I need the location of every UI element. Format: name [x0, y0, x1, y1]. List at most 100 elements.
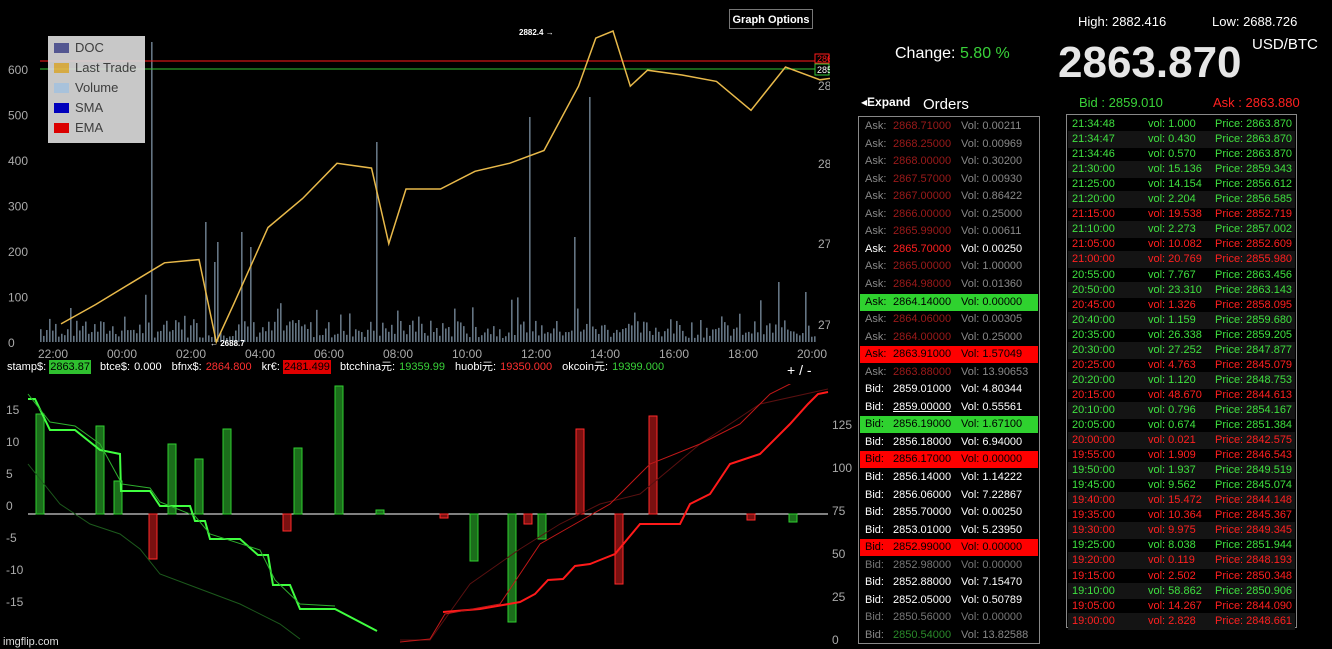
- ask-row[interactable]: Ask: 2863.91000 Vol: 1.57049: [860, 346, 1038, 364]
- ask-row[interactable]: Ask: 2863.88000 Vol: 13.90653: [860, 364, 1038, 381]
- trade-volume: vol: 1.937: [1148, 464, 1196, 477]
- volume-bar: [178, 322, 180, 342]
- trade-row[interactable]: 19:00:00 vol: 2.828 Price: 2848.661: [1068, 612, 1295, 630]
- volume-bar: [502, 337, 504, 342]
- order-volume: Vol: 0.00000: [961, 453, 1023, 466]
- bid-row[interactable]: Bid: 2852.99000 Vol: 0.00000: [860, 539, 1038, 557]
- legend-item-last-trade[interactable]: Last Trade: [54, 58, 136, 78]
- bid-row[interactable]: Bid: 2855.70000 Vol: 0.00250: [860, 504, 1038, 521]
- trade-volume: vol: 2.828: [1148, 614, 1196, 627]
- order-type: Bid:: [865, 471, 884, 483]
- trade-row[interactable]: 21:34:47 vol: 0.430 Price: 2863.870: [1068, 131, 1295, 148]
- trade-row[interactable]: 19:30:00 vol: 9.975 Price: 2849.345: [1068, 522, 1295, 540]
- expand-button[interactable]: ◂Expand: [861, 95, 911, 109]
- time-axis-tick: 16:00: [659, 347, 689, 361]
- trade-volume: vol: 26.338: [1148, 328, 1202, 341]
- ask-row[interactable]: Ask: 2865.99000 Vol: 0.00611: [860, 223, 1038, 240]
- trade-row[interactable]: 20:35:00 vol: 26.338 Price: 2859.205: [1068, 327, 1295, 344]
- ask-row[interactable]: Ask: 2864.98000 Vol: 0.01360: [860, 276, 1038, 293]
- trade-row[interactable]: 21:20:00 vol: 2.204 Price: 2856.585: [1068, 191, 1295, 209]
- bid-row[interactable]: Bid: 2859.00000 Vol: 0.55561: [860, 399, 1038, 416]
- trade-row[interactable]: 20:10:00 vol: 0.796 Price: 2854.167: [1068, 401, 1295, 419]
- ask-row[interactable]: Ask: 2864.06000 Vol: 0.00305: [860, 311, 1038, 328]
- ask-row[interactable]: Ask: 2867.57000 Vol: 0.00930: [860, 171, 1038, 188]
- depth-right-tick: 25: [832, 590, 846, 604]
- trade-row[interactable]: 21:10:00 vol: 2.273 Price: 2857.002: [1068, 221, 1295, 239]
- trade-row[interactable]: 19:35:00 vol: 10.364 Price: 2845.367: [1068, 507, 1295, 524]
- ask-row[interactable]: Ask: 2866.00000 Vol: 0.25000: [860, 206, 1038, 223]
- volume-bar: [343, 330, 345, 342]
- trade-row[interactable]: 20:50:00 vol: 23.310 Price: 2863.143: [1068, 281, 1295, 299]
- trade-row[interactable]: 20:45:00 vol: 1.326 Price: 2858.095: [1068, 297, 1295, 314]
- ask-row[interactable]: Ask: 2865.70000 Vol: 0.00250: [860, 241, 1038, 258]
- trade-row[interactable]: 19:10:00 vol: 58.862 Price: 2850.906: [1068, 582, 1295, 600]
- trade-row[interactable]: 21:00:00 vol: 20.769 Price: 2855.980: [1068, 251, 1295, 269]
- trade-history[interactable]: 21:34:48 vol: 1.000 Price: 2863.870 21:34:4…: [1066, 114, 1297, 630]
- ask-row[interactable]: Ask: 2864.00000 Vol: 0.25000: [860, 329, 1038, 346]
- order-volume: Vol: 7.15470: [961, 576, 1023, 589]
- ask-row[interactable]: Ask: 2867.00000 Vol: 0.86422: [860, 188, 1038, 205]
- order-volume: Vol: 0.55561: [961, 400, 1023, 413]
- bid-row[interactable]: Bid: 2853.01000 Vol: 5.23950: [860, 522, 1038, 539]
- legend-item-doc[interactable]: DOC: [54, 38, 104, 58]
- bid-row[interactable]: Bid: 2850.54000 Vol: 13.82588: [860, 627, 1038, 644]
- bid-row[interactable]: Bid: 2856.17000 Vol: 0.00000: [860, 451, 1038, 469]
- trade-row[interactable]: 19:05:00 vol: 14.267 Price: 2844.090: [1068, 598, 1295, 615]
- order-volume: Vol: 0.00211: [961, 120, 1022, 132]
- trade-row[interactable]: 20:20:00 vol: 1.120 Price: 2848.753: [1068, 371, 1295, 389]
- trade-row[interactable]: 21:25:00 vol: 14.154 Price: 2856.612: [1068, 176, 1295, 193]
- legend-item-sma[interactable]: SMA: [54, 98, 103, 118]
- trade-row[interactable]: 19:45:00 vol: 9.562 Price: 2845.074: [1068, 477, 1295, 494]
- bid-row[interactable]: Bid: 2856.19000 Vol: 1.67100: [860, 416, 1038, 434]
- bid-row[interactable]: Bid: 2852.98000 Vol: 0.00000: [860, 557, 1038, 574]
- bid-row[interactable]: Bid: 2852.88000 Vol: 7.15470: [860, 574, 1038, 591]
- trade-row[interactable]: 20:40:00 vol: 1.159 Price: 2859.680: [1068, 311, 1295, 329]
- ask-row[interactable]: Ask: 2868.25000 Vol: 0.00969: [860, 136, 1038, 153]
- trade-row[interactable]: 19:40:00 vol: 15.472 Price: 2844.148: [1068, 492, 1295, 510]
- volume-bar: [97, 331, 99, 342]
- trade-row[interactable]: 20:25:00 vol: 4.763 Price: 2845.079: [1068, 357, 1295, 374]
- trade-row[interactable]: 19:50:00 vol: 1.937 Price: 2849.519: [1068, 462, 1295, 480]
- volume-bar: [94, 324, 96, 342]
- trade-row[interactable]: 19:25:00 vol: 8.038 Price: 2851.944: [1068, 537, 1295, 554]
- ask-row[interactable]: Ask: 2868.71000 Vol: 0.00211: [860, 118, 1038, 135]
- zoom-toggle[interactable]: + / -: [787, 362, 812, 378]
- volume-bar: [553, 328, 555, 342]
- trade-row[interactable]: 20:55:00 vol: 7.767 Price: 2863.456: [1068, 267, 1295, 284]
- bid-row[interactable]: Bid: 2856.18000 Vol: 6.94000: [860, 434, 1038, 451]
- ask-row[interactable]: Ask: 2868.00000 Vol: 0.30200: [860, 153, 1038, 170]
- trade-row[interactable]: 21:15:00 vol: 19.538 Price: 2852.719: [1068, 206, 1295, 223]
- ask-row[interactable]: Ask: 2864.14000 Vol: 0.00000: [860, 293, 1038, 311]
- trade-row[interactable]: 19:15:00 vol: 2.502 Price: 2850.348: [1068, 568, 1295, 585]
- legend-item-volume[interactable]: Volume: [54, 78, 118, 98]
- trade-row[interactable]: 21:05:00 vol: 10.082 Price: 2852.609: [1068, 236, 1295, 253]
- trade-row[interactable]: 21:30:00 vol: 15.136 Price: 2859.343: [1068, 161, 1295, 179]
- trade-row[interactable]: 19:20:00 vol: 0.119 Price: 2848.193: [1068, 552, 1295, 570]
- trade-row[interactable]: 21:34:48 vol: 1.000 Price: 2863.870: [1068, 116, 1295, 133]
- volume-bar: [337, 333, 339, 342]
- order-book[interactable]: Ask: 2868.71000 Vol: 0.00211 Ask: 2868.25000…: [858, 116, 1040, 644]
- volume-bar: [385, 328, 387, 342]
- bid-row[interactable]: Bid: 2852.05000 Vol: 0.50789: [860, 592, 1038, 609]
- trade-row[interactable]: 20:00:00 vol: 0.021 Price: 2842.575: [1068, 432, 1295, 449]
- trade-volume: vol: 2.204: [1148, 193, 1196, 206]
- ticker-label-btce: btce$:: [100, 361, 130, 373]
- volume-bar: [523, 321, 525, 342]
- trade-row[interactable]: 21:34:46 vol: 0.570 Price: 2863.870: [1068, 146, 1295, 163]
- graph-options-button[interactable]: Graph Options: [729, 9, 813, 29]
- trade-price: Price: 2849.345: [1215, 524, 1293, 537]
- order-volume: Vol: 0.00000: [961, 611, 1023, 624]
- trade-row[interactable]: 20:05:00 vol: 0.674 Price: 2851.384: [1068, 417, 1295, 434]
- bid-row[interactable]: Bid: 2859.01000 Vol: 4.80344: [860, 381, 1038, 398]
- bid-row[interactable]: Bid: 2856.06000 Vol: 7.22867: [860, 487, 1038, 504]
- volume-bar: [172, 330, 174, 342]
- trade-row[interactable]: 19:55:00 vol: 1.909 Price: 2846.543: [1068, 447, 1295, 464]
- bid-row[interactable]: Bid: 2856.14000 Vol: 1.14222: [860, 469, 1038, 486]
- bid-row[interactable]: Bid: 2850.56000 Vol: 0.00000: [860, 609, 1038, 626]
- trade-row[interactable]: 20:15:00 vol: 48.670 Price: 2844.613: [1068, 387, 1295, 404]
- price-chart[interactable]: 600 500 400 300 200 100 0 2850 2800 2750 2700 22:…: [0, 0, 830, 362]
- legend-item-ema[interactable]: EMA: [54, 118, 103, 138]
- trade-row[interactable]: 20:30:00 vol: 27.252 Price: 2847.877: [1068, 341, 1295, 359]
- ask-row[interactable]: Ask: 2865.00000 Vol: 1.00000: [860, 258, 1038, 275]
